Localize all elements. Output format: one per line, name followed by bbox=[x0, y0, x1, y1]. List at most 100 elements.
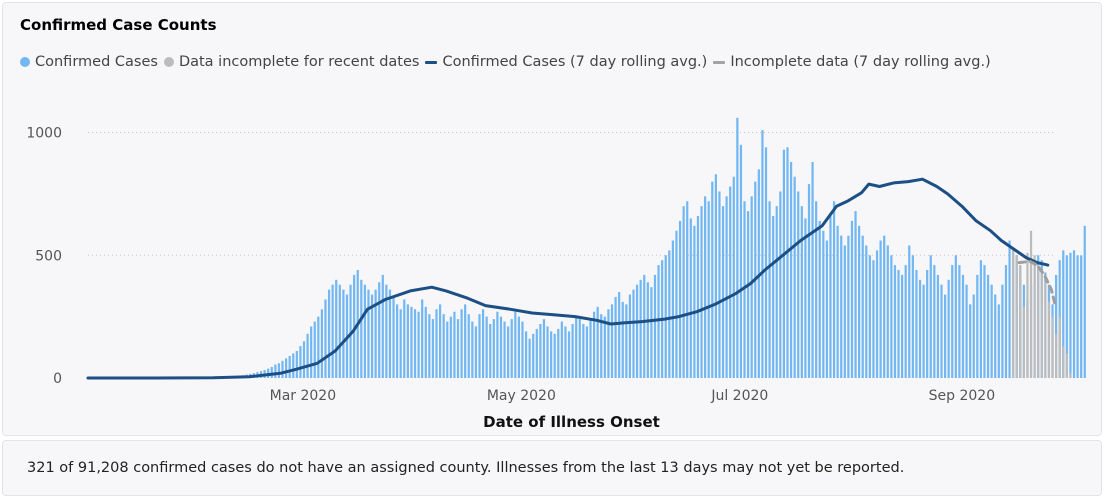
bar-incomplete[interactable] bbox=[1069, 373, 1072, 378]
bar-confirmed[interactable] bbox=[571, 324, 574, 378]
bar-confirmed[interactable] bbox=[564, 326, 567, 378]
bar-confirmed[interactable] bbox=[274, 364, 277, 379]
bar-confirmed[interactable] bbox=[764, 147, 768, 378]
bar-confirmed[interactable] bbox=[721, 206, 725, 378]
bar-confirmed[interactable] bbox=[378, 282, 381, 378]
bar-confirmed[interactable] bbox=[954, 255, 957, 378]
bar-confirmed[interactable] bbox=[542, 319, 546, 378]
bar-confirmed[interactable] bbox=[822, 230, 825, 378]
bar-confirmed[interactable] bbox=[865, 245, 868, 378]
bar-confirmed[interactable] bbox=[879, 240, 882, 378]
bar-confirmed[interactable] bbox=[524, 331, 528, 378]
bar-confirmed[interactable] bbox=[342, 289, 345, 378]
bar-confirmed[interactable] bbox=[585, 326, 589, 378]
bar-confirmed[interactable] bbox=[761, 130, 764, 378]
bar-confirmed[interactable] bbox=[306, 333, 309, 378]
bar-confirmed[interactable] bbox=[646, 282, 649, 378]
bar-confirmed[interactable] bbox=[625, 304, 628, 378]
bar-confirmed[interactable] bbox=[807, 184, 811, 378]
bar-confirmed[interactable] bbox=[413, 309, 417, 378]
bar-confirmed[interactable] bbox=[560, 321, 563, 378]
bar-confirmed[interactable] bbox=[911, 255, 914, 378]
bar-confirmed[interactable] bbox=[653, 274, 657, 378]
bar-confirmed[interactable] bbox=[704, 196, 707, 378]
bar-confirmed[interactable] bbox=[628, 294, 632, 378]
bar-confirmed[interactable] bbox=[567, 331, 571, 378]
bar-confirmed[interactable] bbox=[481, 309, 485, 378]
legend-item[interactable]: Incomplete data (7 day rolling avg.) bbox=[713, 54, 991, 70]
bar-confirmed[interactable] bbox=[589, 319, 592, 378]
bar-confirmed[interactable] bbox=[428, 314, 431, 378]
bar-confirmed[interactable] bbox=[836, 225, 839, 378]
bar-confirmed[interactable] bbox=[707, 201, 710, 378]
bar-confirmed[interactable] bbox=[496, 311, 499, 378]
bar-confirmed[interactable] bbox=[374, 289, 377, 378]
bar-confirmed[interactable] bbox=[990, 284, 993, 378]
bar-confirmed[interactable] bbox=[521, 321, 524, 378]
bar-confirmed[interactable] bbox=[331, 284, 334, 378]
bar-confirmed[interactable] bbox=[507, 326, 510, 378]
bar-confirmed[interactable] bbox=[972, 294, 975, 378]
bar-confirmed[interactable] bbox=[915, 270, 918, 378]
bar-confirmed[interactable] bbox=[650, 287, 653, 378]
bar-confirmed[interactable] bbox=[327, 289, 331, 378]
bar-confirmed[interactable] bbox=[714, 174, 717, 378]
bar-confirmed[interactable] bbox=[850, 220, 854, 378]
bar-confirmed[interactable] bbox=[872, 260, 875, 378]
bar-incomplete[interactable] bbox=[1029, 230, 1033, 378]
bar-confirmed[interactable] bbox=[1065, 255, 1068, 378]
bar-confirmed[interactable] bbox=[417, 311, 420, 378]
bar-confirmed[interactable] bbox=[363, 284, 366, 378]
bar-confirmed[interactable] bbox=[893, 265, 897, 378]
bar-confirmed[interactable] bbox=[736, 117, 739, 379]
bar-incomplete[interactable] bbox=[1062, 346, 1065, 378]
bar-confirmed[interactable] bbox=[847, 235, 850, 378]
bar-confirmed[interactable] bbox=[772, 216, 775, 378]
bar-confirmed[interactable] bbox=[789, 162, 793, 378]
bar-confirmed[interactable] bbox=[578, 319, 581, 378]
bar-confirmed[interactable] bbox=[270, 366, 273, 378]
bar-confirmed[interactable] bbox=[582, 324, 585, 378]
bar-confirmed[interactable] bbox=[621, 301, 624, 378]
bar-confirmed[interactable] bbox=[689, 218, 692, 378]
bar-incomplete[interactable] bbox=[1026, 252, 1029, 378]
bar-confirmed[interactable] bbox=[392, 297, 395, 378]
bar-confirmed[interactable] bbox=[353, 274, 356, 378]
bar-confirmed[interactable] bbox=[732, 176, 735, 378]
bar-incomplete[interactable] bbox=[1015, 255, 1018, 378]
bar-confirmed[interactable] bbox=[818, 220, 821, 378]
bar-confirmed[interactable] bbox=[592, 311, 596, 378]
bar-confirmed[interactable] bbox=[607, 309, 610, 378]
bar-confirmed[interactable] bbox=[553, 333, 556, 378]
bar-confirmed[interactable] bbox=[492, 319, 495, 378]
bar-confirmed[interactable] bbox=[678, 220, 682, 378]
bar-confirmed[interactable] bbox=[858, 225, 861, 378]
bar-confirmed[interactable] bbox=[535, 328, 538, 378]
bar-confirmed[interactable] bbox=[295, 351, 298, 378]
bar-confirmed[interactable] bbox=[940, 284, 943, 378]
bar-confirmed[interactable] bbox=[453, 311, 456, 378]
bar-confirmed[interactable] bbox=[700, 206, 703, 378]
bar-incomplete[interactable] bbox=[1012, 250, 1015, 378]
bar-confirmed[interactable] bbox=[686, 201, 689, 378]
bar-incomplete[interactable] bbox=[1051, 316, 1054, 378]
bar-confirmed[interactable] bbox=[603, 316, 606, 378]
bar-confirmed[interactable] bbox=[299, 346, 302, 378]
bar-confirmed[interactable] bbox=[467, 314, 470, 378]
bar-confirmed[interactable] bbox=[335, 279, 338, 378]
bar-confirmed[interactable] bbox=[639, 279, 642, 378]
bar-confirmed[interactable] bbox=[657, 265, 660, 378]
bar-confirmed[interactable] bbox=[904, 265, 907, 378]
bar-confirmed[interactable] bbox=[922, 284, 925, 378]
bar-confirmed[interactable] bbox=[499, 316, 503, 378]
bar-confirmed[interactable] bbox=[557, 328, 560, 378]
legend-item[interactable]: Data incomplete for recent dates bbox=[163, 54, 419, 70]
bar-incomplete[interactable] bbox=[1022, 306, 1025, 378]
bar-confirmed[interactable] bbox=[696, 216, 700, 378]
bar-confirmed[interactable] bbox=[786, 147, 789, 378]
bar-incomplete[interactable] bbox=[1019, 265, 1022, 378]
bar-confirmed[interactable] bbox=[682, 206, 685, 378]
bar-confirmed[interactable] bbox=[961, 274, 965, 378]
bar-incomplete[interactable] bbox=[1040, 270, 1043, 378]
bar-confirmed[interactable] bbox=[729, 186, 732, 378]
